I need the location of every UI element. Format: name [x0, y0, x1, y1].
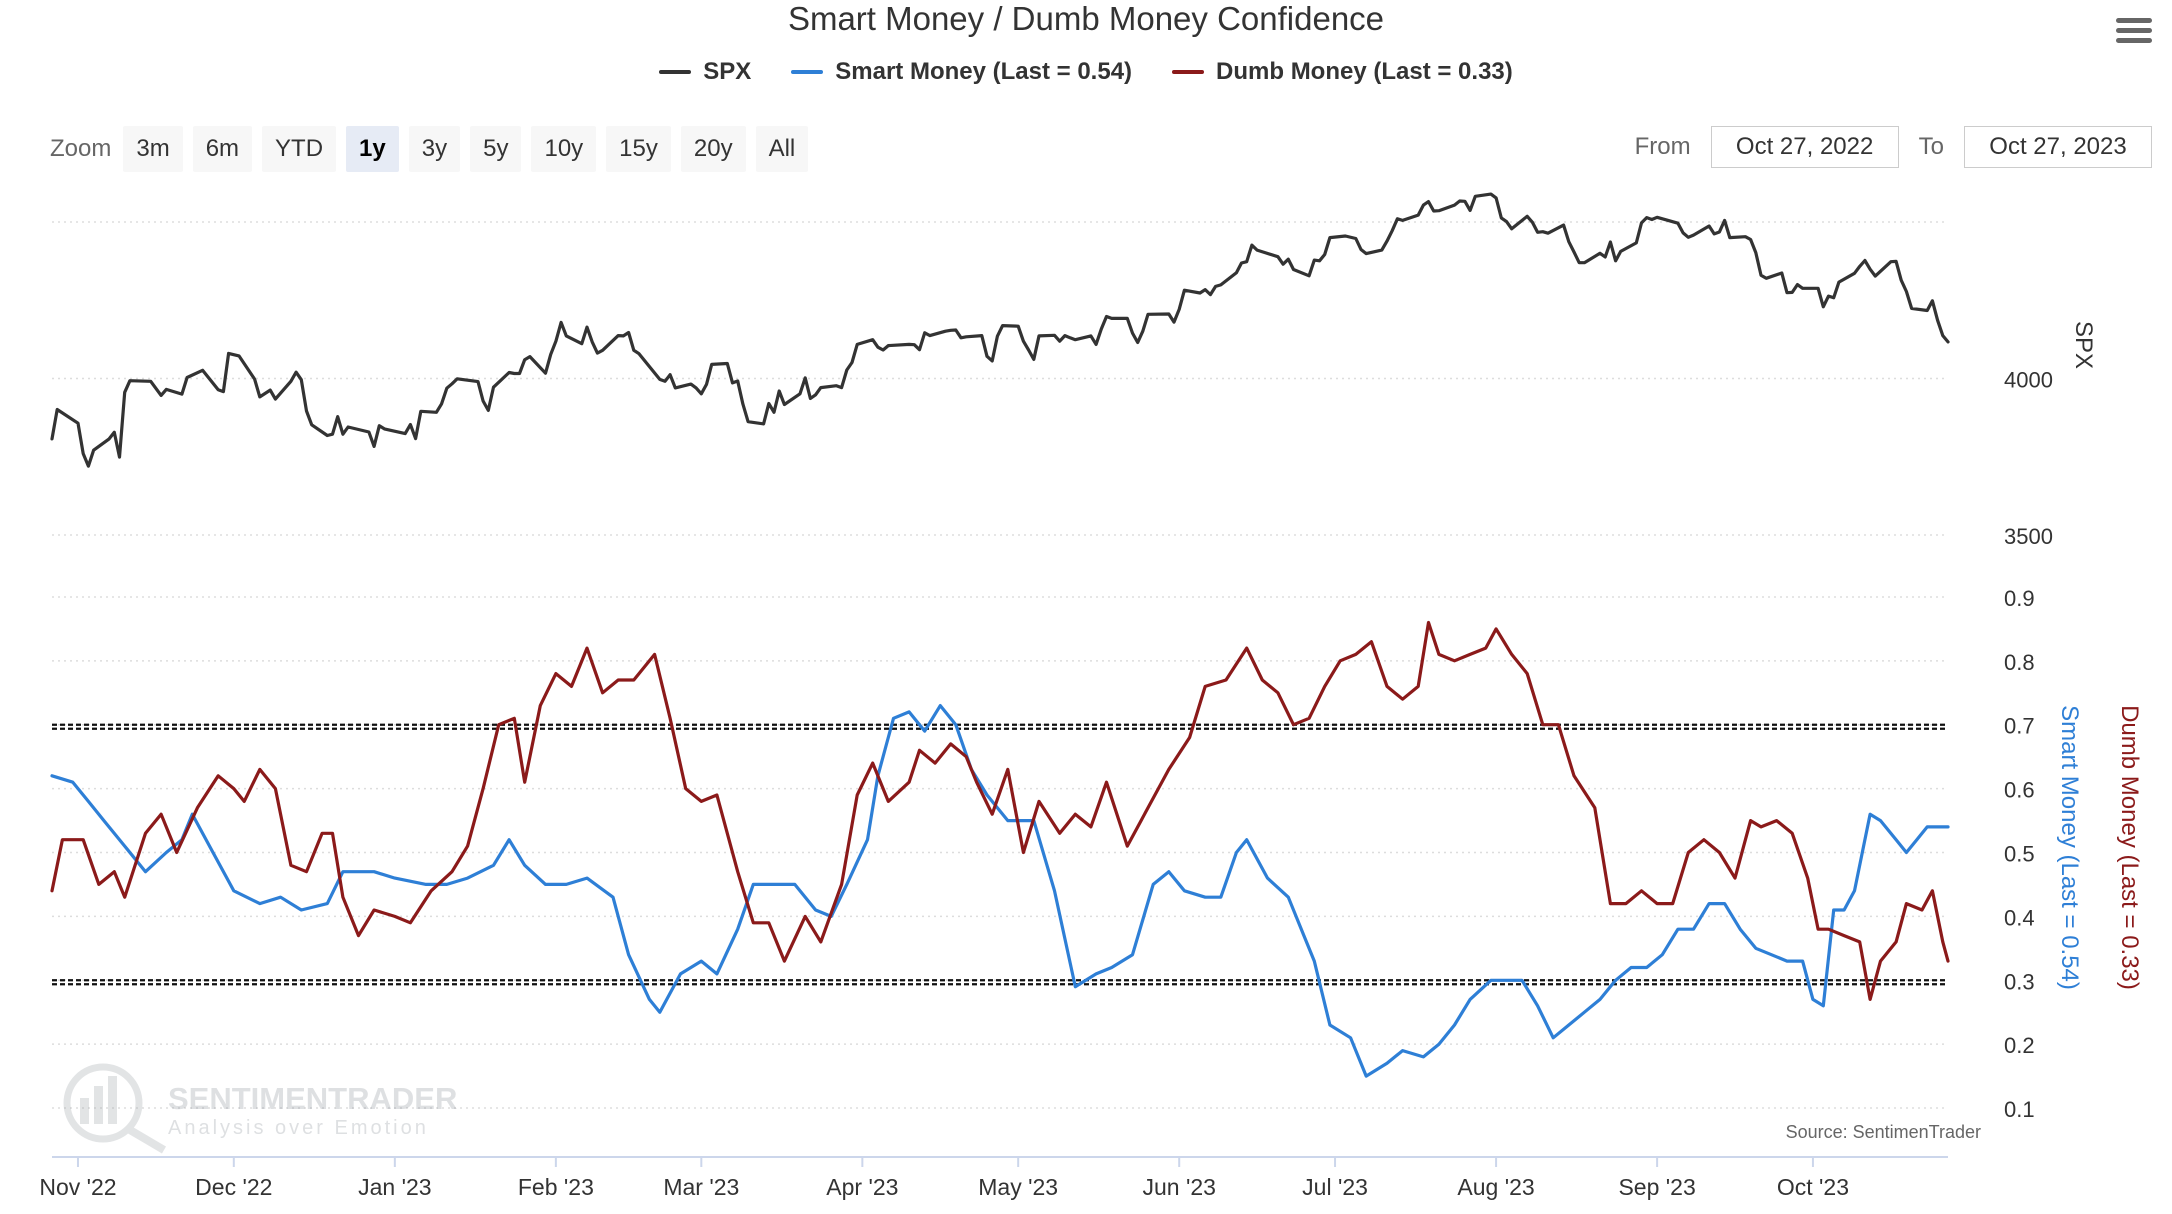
x-tick-label: Apr '23: [826, 1174, 898, 1200]
y-tick-label: 0.3: [2004, 969, 2035, 994]
zoom-button-3m[interactable]: 3m: [123, 126, 183, 172]
zoom-button-all[interactable]: All: [755, 126, 809, 172]
y-tick-label: 4000: [2004, 367, 2053, 392]
x-tick-label: Dec '22: [195, 1174, 272, 1200]
legend-swatch-spx: [659, 70, 692, 74]
x-tick-label: Jun '23: [1142, 1174, 1215, 1200]
zoom-button-10y[interactable]: 10y: [531, 126, 597, 172]
legend-label-dumb-money: Dumb Money (Last = 0.33): [1216, 58, 1513, 85]
series-line-smart-money: [50, 704, 1950, 1078]
x-tick-label: Oct '23: [1777, 1174, 1849, 1200]
x-tick-label: Jan '23: [358, 1174, 431, 1200]
zoom-button-15y[interactable]: 15y: [606, 126, 671, 172]
hamburger-menu-icon[interactable]: [2116, 18, 2152, 48]
legend-label-smart-money: Smart Money (Last = 0.54): [835, 58, 1133, 85]
y-axis-label-dumb-money: Dumb Money (Last = 0.33): [2116, 705, 2143, 990]
watermark-logo-bar-1: [80, 1098, 89, 1124]
watermark-logo-ring: [63, 1063, 143, 1143]
zoom-button-ytd[interactable]: YTD: [262, 126, 337, 172]
x-tick-label: Jul '23: [1302, 1174, 1368, 1200]
y-tick-label: 0.6: [2004, 778, 2035, 803]
watermark-tagline: Analysis over Emotion: [168, 1117, 429, 1139]
from-label: From: [1634, 133, 1691, 160]
watermark-logo-bar-2: [94, 1086, 103, 1124]
date-range: From To: [1635, 126, 2152, 168]
zoom-label: Zoom: [50, 135, 112, 162]
legend-item-dumb-money[interactable]: Dumb Money (Last = 0.33): [1172, 58, 1513, 86]
y-axis-label-smart-money: Smart Money (Last = 0.54): [2056, 705, 2083, 990]
x-tick-label: May '23: [978, 1174, 1058, 1200]
from-date-input[interactable]: [1710, 126, 1899, 168]
zoom-button-20y[interactable]: 20y: [680, 126, 746, 172]
axes: 3500 4000 SPX 0.1 0.2 0.3 0.4 0.5 0.6 0.7 0.8 0.9 Sm…: [39, 321, 2143, 1200]
y-tick-label: 0.7: [2004, 714, 2035, 739]
y-tick-label: 0.2: [2004, 1033, 2035, 1058]
legend-swatch-smart-money: [791, 70, 824, 74]
x-tick-label: Aug '23: [1457, 1174, 1534, 1200]
zoom-button-3y[interactable]: 3y: [408, 126, 461, 172]
legend-item-spx[interactable]: SPX: [659, 58, 751, 86]
watermark-name: SENTIMENTRADER: [168, 1081, 457, 1116]
zoom-bar: Zoom 3m 6m YTD 1y 3y 5y 10y 15y 20y All: [50, 126, 809, 172]
gridlines: [52, 221, 1948, 1109]
y-tick-label: 0.8: [2004, 650, 2035, 675]
legend-swatch-dumb-money: [1172, 70, 1205, 74]
series: [50, 192, 1950, 1078]
x-tick-label: Nov '22: [39, 1174, 116, 1200]
zoom-button-5y[interactable]: 5y: [470, 126, 522, 172]
to-date-input[interactable]: [1964, 126, 2152, 168]
zoom-button-1y[interactable]: 1y: [346, 126, 399, 172]
y-axis-label-spx: SPX: [2070, 321, 2097, 369]
chart-title: Smart Money / Dumb Money Confidence: [787, 0, 1385, 37]
source-credit: Source: SentimenTrader: [1786, 1122, 1981, 1142]
x-tick-label: Mar '23: [663, 1174, 739, 1200]
zoom-button-6m[interactable]: 6m: [192, 126, 253, 172]
y-tick-label: 0.1: [2004, 1097, 2035, 1122]
series-line-dumb-money: [50, 620, 1950, 1001]
y-tick-label: 0.9: [2004, 586, 2035, 611]
legend: SPX Smart Money (Last = 0.54) Dumb Money…: [0, 58, 2172, 86]
series-line-spx: [50, 192, 1950, 468]
legend-label-spx: SPX: [703, 58, 752, 85]
x-tick-label: Feb '23: [518, 1174, 594, 1200]
to-label: To: [1918, 133, 1944, 160]
legend-item-smart-money[interactable]: Smart Money (Last = 0.54): [791, 58, 1132, 86]
watermark-logo-handle: [127, 1126, 167, 1154]
y-tick-label: 0.4: [2004, 905, 2035, 930]
x-tick-label: Sep '23: [1618, 1174, 1695, 1200]
y-tick-label: 3500: [2004, 524, 2053, 549]
y-tick-label: 0.5: [2004, 842, 2035, 867]
watermark: SENTIMENTRADER Analysis over Emotion: [63, 1063, 457, 1154]
watermark-logo-bar-3: [108, 1076, 117, 1124]
reference-lines: [52, 723, 1948, 986]
